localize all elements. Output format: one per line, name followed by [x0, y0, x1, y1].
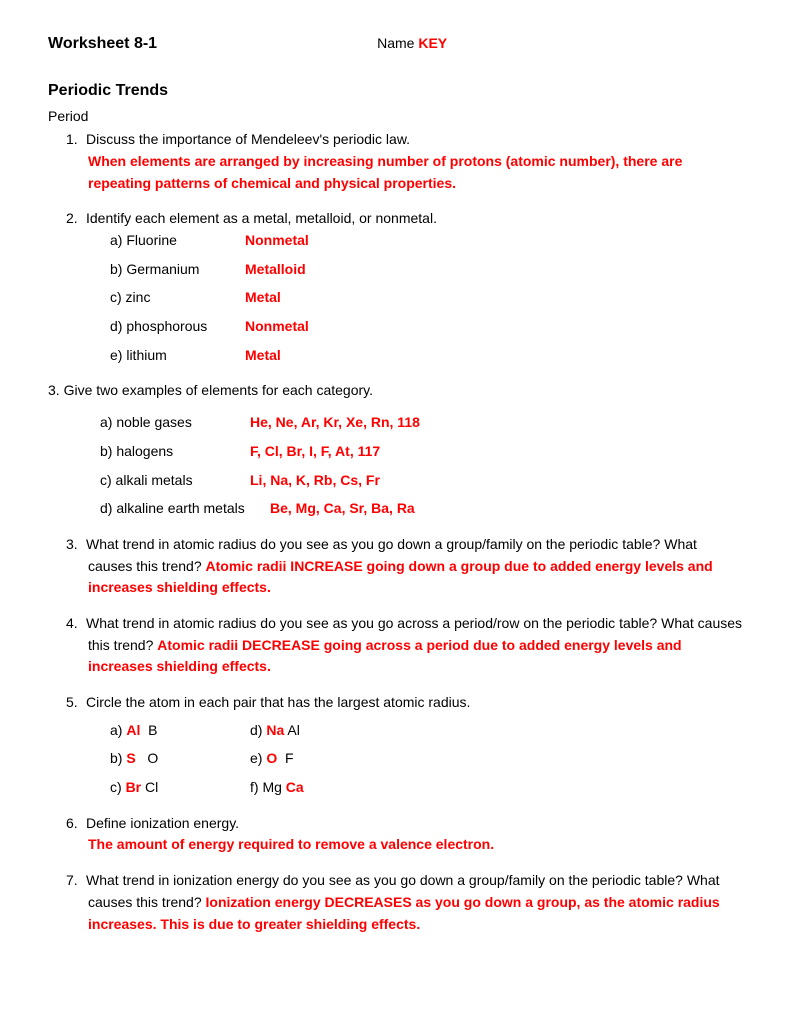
- name-key: KEY: [418, 35, 447, 51]
- question-3-categories: 3. Give two examples of elements for eac…: [48, 380, 743, 519]
- q3-number: 3.: [66, 534, 86, 556]
- question-4: 4.What trend in atomic radius do you see…: [88, 613, 743, 678]
- q6-answer: The amount of energy required to remove …: [88, 836, 494, 852]
- q4-answer: Atomic radii DECREASE going across a per…: [88, 637, 682, 675]
- q7-number: 7.: [66, 870, 86, 892]
- q2-item-label: b) Germanium: [110, 259, 245, 281]
- q3a-item-answer: Li, Na, K, Rb, Cs, Fr: [250, 470, 380, 492]
- q3a-text: Give two examples of elements for each c…: [64, 382, 373, 398]
- q2-item-label: d) phosphorous: [110, 316, 245, 338]
- q2-item: d) phosphorous Nonmetal: [110, 316, 743, 338]
- q3a-number: 3.: [48, 382, 60, 398]
- pair-label: c): [110, 779, 122, 795]
- q2-item-answer: Nonmetal: [245, 316, 309, 338]
- question-7: 7.What trend in ionization energy do you…: [88, 870, 743, 935]
- q3a-item-label: a) noble gases: [100, 412, 250, 434]
- q3a-item-answer: F, Cl, Br, I, F, At, 117: [250, 441, 380, 463]
- q2-item-answer: Nonmetal: [245, 230, 309, 252]
- q2-item: b) Germanium Metalloid: [110, 259, 743, 281]
- pair-label: d): [250, 722, 262, 738]
- q3a-item-label: b) halogens: [100, 441, 250, 463]
- q3a-item: d) alkaline earth metals Be, Mg, Ca, Sr,…: [100, 498, 743, 520]
- q5-row: c) Br Cl f) Mg Ca: [110, 777, 743, 799]
- q3a-item-label: d) alkaline earth metals: [100, 498, 270, 520]
- name-label: Name: [377, 35, 414, 51]
- question-6: 6.Define ionization energy. The amount o…: [88, 813, 743, 856]
- q1-text: Discuss the importance of Mendeleev's pe…: [86, 131, 410, 147]
- pair-answer: S: [126, 750, 135, 766]
- q2-item-answer: Metal: [245, 287, 281, 309]
- pair-answer: O: [266, 750, 277, 766]
- q6-text: Define ionization energy.: [86, 815, 239, 831]
- q3a-item: a) noble gases He, Ne, Ar, Kr, Xe, Rn, 1…: [100, 412, 743, 434]
- subtitle: Periodic Trends: [48, 79, 743, 104]
- q1-answer: When elements are arranged by increasing…: [88, 153, 682, 191]
- pair-other: Cl: [145, 779, 158, 795]
- q5-text: Circle the atom in each pair that has th…: [86, 694, 470, 710]
- period-label: Period: [48, 106, 743, 128]
- pair-label: e): [250, 750, 262, 766]
- pair-label: b): [110, 750, 122, 766]
- q5-number: 5.: [66, 692, 86, 714]
- pair-other: F: [285, 750, 294, 766]
- pair-answer: Ca: [286, 779, 304, 795]
- pair-other: O: [147, 750, 158, 766]
- q2-number: 2.: [66, 208, 86, 230]
- question-1: 1.Discuss the importance of Mendeleev's …: [88, 129, 743, 194]
- q6-number: 6.: [66, 813, 86, 835]
- q2-item-label: a) Fluorine: [110, 230, 245, 252]
- pair-other: B: [148, 722, 157, 738]
- q3a-item-answer: He, Ne, Ar, Kr, Xe, Rn, 118: [250, 412, 420, 434]
- question-2: 2.Identify each element as a metal, meta…: [88, 208, 743, 366]
- q2-text: Identify each element as a metal, metall…: [86, 210, 437, 226]
- q2-item: e) lithium Metal: [110, 345, 743, 367]
- q2-item: a) Fluorine Nonmetal: [110, 230, 743, 252]
- header: Worksheet 8-1 Name KEY: [48, 32, 743, 57]
- question-5: 5.Circle the atom in each pair that has …: [88, 692, 743, 799]
- worksheet-title: Worksheet 8-1: [48, 32, 157, 57]
- q3a-item-answer: Be, Mg, Ca, Sr, Ba, Ra: [270, 498, 415, 520]
- pair-answer: Al: [126, 722, 140, 738]
- pair-answer: Br: [126, 779, 142, 795]
- q4-number: 4.: [66, 613, 86, 635]
- q3a-item-label: c) alkali metals: [100, 470, 250, 492]
- pair-other: Al: [287, 722, 299, 738]
- q2-item: c) zinc Metal: [110, 287, 743, 309]
- q2-item-answer: Metalloid: [245, 259, 306, 281]
- question-3-trend: 3.What trend in atomic radius do you see…: [88, 534, 743, 599]
- q3a-item: b) halogens F, Cl, Br, I, F, At, 117: [100, 441, 743, 463]
- q3a-item: c) alkali metals Li, Na, K, Rb, Cs, Fr: [100, 470, 743, 492]
- name-field: Name KEY: [377, 33, 447, 55]
- pair-answer: Na: [266, 722, 284, 738]
- q2-item-label: c) zinc: [110, 287, 245, 309]
- pair-label: f) Mg: [250, 779, 282, 795]
- pair-label: a): [110, 722, 122, 738]
- q5-row: a) Al B d) Na Al: [110, 720, 743, 742]
- q2-item-answer: Metal: [245, 345, 281, 367]
- q5-row: b) S O e) O F: [110, 748, 743, 770]
- q2-item-label: e) lithium: [110, 345, 245, 367]
- q1-number: 1.: [66, 129, 86, 151]
